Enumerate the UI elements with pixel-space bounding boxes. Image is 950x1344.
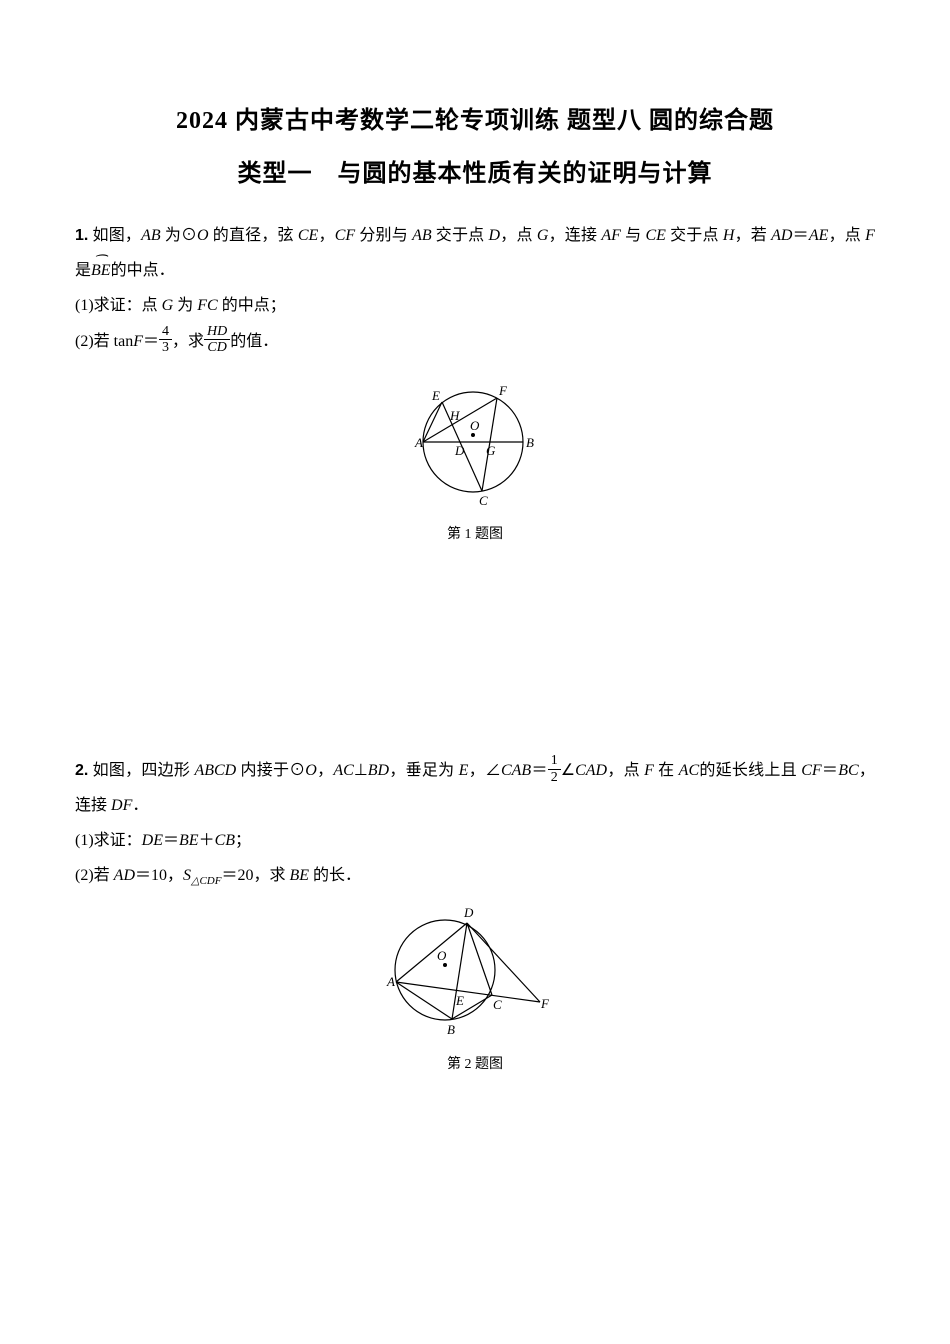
svg-text:H: H [449, 408, 460, 423]
figure-2-caption: 第 2 题图 [75, 1053, 875, 1073]
figure-1: A B C D E F G H O 第 1 题图 [75, 367, 875, 543]
main-title: 2024 内蒙古中考数学二轮专项训练 题型八 圆的综合题 [75, 100, 875, 135]
svg-text:B: B [447, 1022, 455, 1037]
fraction-hd-cd: HDCD [204, 324, 230, 356]
problem-1-part-1: (1)求证：点 G 为 FC 的中点； [75, 288, 875, 323]
svg-text:C: C [479, 493, 488, 508]
problem-2-part-1: (1)求证：DE＝BE＋CB； [75, 823, 875, 858]
svg-text:G: G [486, 443, 496, 458]
problem-2: 2. 如图，四边形 ABCD 内接于⊙O，AC⊥BD，垂足为 E，∠CAB＝12… [75, 753, 875, 1073]
svg-text:E: E [431, 388, 440, 403]
svg-text:F: F [498, 383, 508, 398]
svg-text:E: E [455, 993, 464, 1008]
figure-2: A B C D E F O 第 2 题图 [75, 902, 875, 1073]
svg-text:B: B [526, 435, 534, 450]
svg-text:A: A [414, 435, 423, 450]
fraction-1-2: 12 [548, 753, 561, 785]
svg-text:O: O [437, 948, 447, 963]
problem-1-part-2: (2)若 tanF＝43，求HDCD的值． [75, 324, 875, 359]
arc-be: BE [91, 253, 111, 288]
svg-text:C: C [493, 997, 502, 1012]
svg-text:A: A [386, 974, 395, 989]
subtitle: 类型一 与圆的基本性质有关的证明与计算 [75, 153, 875, 188]
problem-1-num: 1. [75, 227, 88, 244]
problem-1: 1. 如图，AB 为⊙O 的直径，弦 CE，CF 分别与 AB 交于点 D，点 … [75, 218, 875, 543]
problem-1-text: 1. 如图，AB 为⊙O 的直径，弦 CE，CF 分别与 AB 交于点 D，点 … [75, 218, 875, 288]
problem-2-text: 2. 如图，四边形 ABCD 内接于⊙O，AC⊥BD，垂足为 E，∠CAB＝12… [75, 753, 875, 823]
figure-1-caption: 第 1 题图 [75, 523, 875, 543]
svg-text:D: D [463, 905, 474, 920]
figure-2-svg: A B C D E F O [380, 902, 570, 1042]
svg-text:D: D [454, 443, 465, 458]
figure-1-svg: A B C D E F G H O [400, 367, 550, 512]
fraction-4-3: 43 [159, 324, 172, 356]
svg-text:F: F [540, 996, 550, 1011]
spacer [75, 563, 875, 753]
problem-2-num: 2. [75, 762, 88, 779]
svg-text:O: O [470, 418, 480, 433]
problem-2-part-2: (2)若 AD＝10，S△CDF＝20，求 BE 的长． [75, 858, 875, 893]
